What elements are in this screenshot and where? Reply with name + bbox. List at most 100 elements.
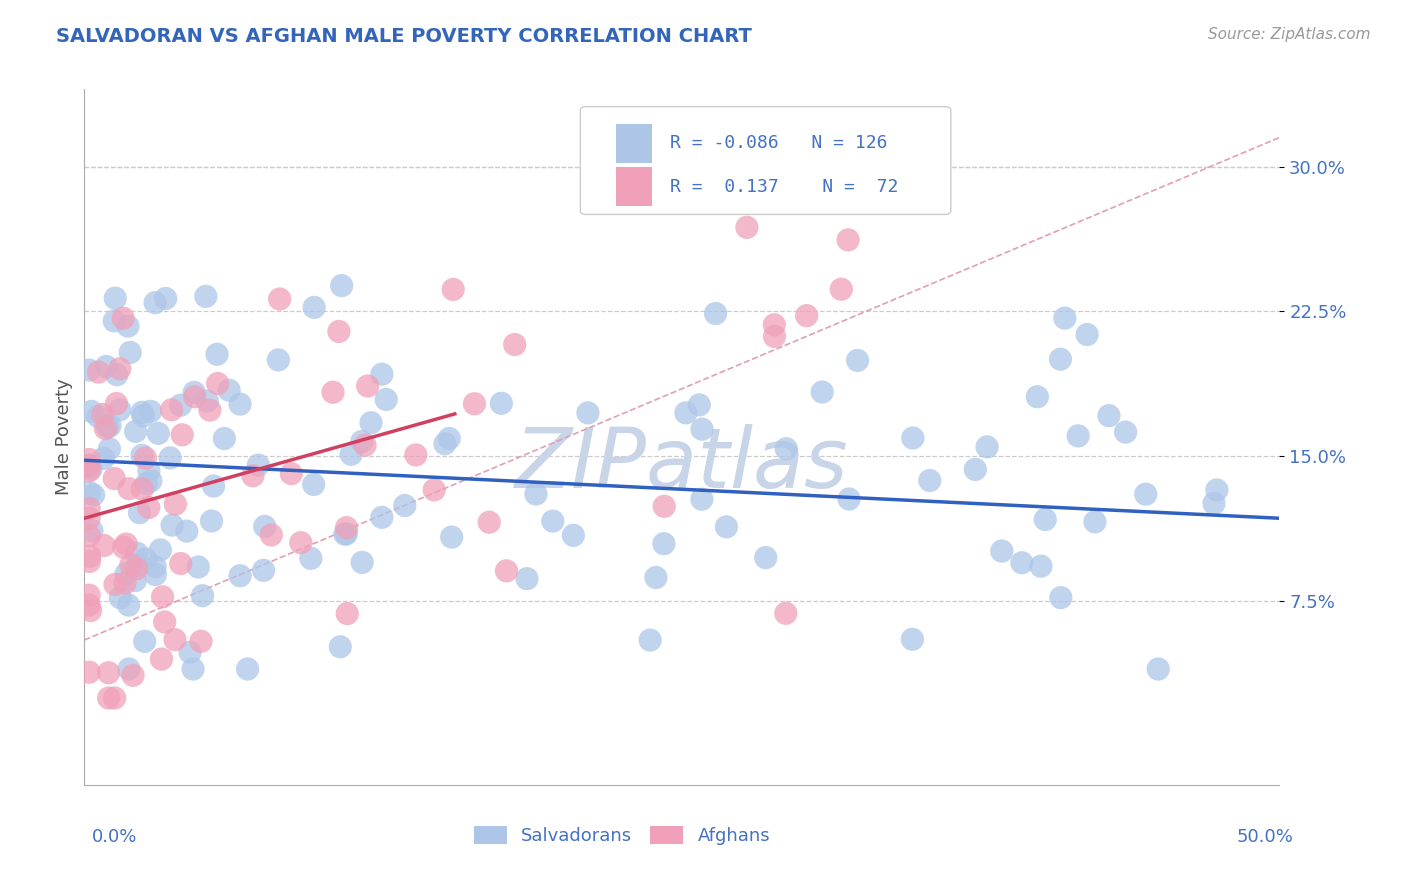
Point [153,615,176,629]
Point [830,282,852,296]
Point [328,325,350,339]
Point [1205,483,1227,497]
Point [302,301,325,315]
Point [77,511,100,525]
Point [690,422,713,436]
Point [763,329,786,343]
Point [329,640,352,654]
Point [115,566,138,581]
Point [135,476,157,491]
Point [333,527,356,541]
Point [200,514,222,528]
Point [371,510,394,524]
Point [160,402,183,417]
Point [125,562,148,576]
Point [1049,352,1071,367]
Point [253,519,276,533]
Point [120,558,142,572]
Point [675,406,697,420]
Point [755,550,778,565]
Point [183,390,205,404]
Point [77,501,100,516]
Point [143,295,166,310]
Point [79,554,101,568]
Point [247,458,270,472]
Point [77,363,100,377]
Point [190,634,212,648]
Point [846,353,869,368]
Point [562,528,585,542]
Point [1067,429,1090,443]
Point [1098,409,1121,423]
Point [991,544,1014,558]
Point [104,690,127,705]
Text: 0.0%: 0.0% [91,828,136,846]
Point [97,665,120,680]
Point [172,427,194,442]
Point [105,368,128,382]
Point [181,662,204,676]
Point [214,432,236,446]
Point [83,488,105,502]
Point [229,568,252,582]
Point [115,537,138,551]
Point [138,500,160,515]
Point [260,528,283,542]
Point [80,462,103,476]
Point [134,451,156,466]
Point [440,530,463,544]
Point [1202,496,1225,510]
Point [644,570,666,584]
Point [160,518,183,533]
Point [195,394,218,409]
Point [176,524,198,538]
Point [811,384,834,399]
Point [105,396,128,410]
Point [77,452,100,467]
Point [93,539,115,553]
Point [1115,425,1137,439]
Point [205,347,228,361]
Point [87,365,110,379]
Point [80,404,103,418]
Point [131,448,153,462]
Point [94,421,117,435]
Point [1076,327,1098,342]
Point [704,306,727,320]
Point [775,442,797,456]
Point [118,482,141,496]
Point [187,560,209,574]
Point [336,607,359,621]
Point [77,458,100,473]
Point [128,506,150,520]
Point [179,645,201,659]
Point [735,220,758,235]
Point [357,379,380,393]
Point [1033,512,1056,526]
Point [375,392,398,407]
Point [1084,515,1107,529]
Text: Source: ZipAtlas.com: Source: ZipAtlas.com [1208,27,1371,42]
Point [132,409,155,423]
Point [152,590,174,604]
Point [690,492,713,507]
Point [1029,559,1052,574]
Point [87,409,110,424]
Point [91,408,114,422]
Point [965,462,987,476]
Point [242,468,264,483]
Point [302,477,325,491]
Point [371,367,394,381]
Point [108,402,131,417]
Point [79,604,101,618]
Point [394,499,416,513]
Point [79,485,101,500]
Point [183,385,205,400]
Point [79,549,101,564]
Point [77,598,100,612]
Point [163,632,186,647]
Point [194,289,217,303]
Point [688,398,710,412]
Point [976,440,998,454]
Point [202,479,225,493]
